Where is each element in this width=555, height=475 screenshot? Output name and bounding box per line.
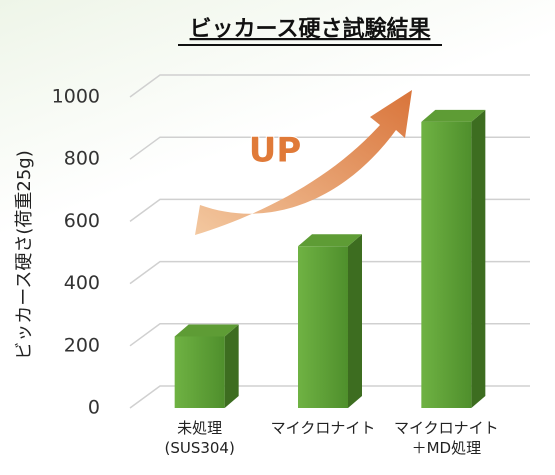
x-tick-label: マイクロナイト ＋MD処理 xyxy=(393,419,499,457)
y-tick-label: 400 xyxy=(64,272,100,294)
grid-line xyxy=(129,74,530,98)
bar xyxy=(298,246,348,408)
grid-line xyxy=(129,385,530,409)
y-tick-label: 800 xyxy=(64,148,100,170)
bar xyxy=(174,336,225,408)
annotation: UP xyxy=(249,131,302,171)
x-tick-label: マイクロナイト xyxy=(270,419,376,437)
up-arrow xyxy=(195,90,412,235)
bar-top xyxy=(174,324,239,337)
bar-side xyxy=(348,234,362,408)
bar-side xyxy=(471,109,486,408)
y-tick-label: 200 xyxy=(64,334,100,356)
bar-top xyxy=(298,234,362,247)
grid-line xyxy=(129,136,530,160)
y-tick-label: 600 xyxy=(64,210,100,232)
chart-title: ビッカース硬さ試験結果 xyxy=(190,16,431,42)
y-tick-label: 0 xyxy=(88,397,100,419)
grid-line xyxy=(129,198,530,223)
grid-line xyxy=(129,323,530,347)
bar-top xyxy=(421,109,486,122)
bar-side xyxy=(224,324,239,408)
grid-line xyxy=(129,260,530,285)
bar xyxy=(421,121,472,408)
y-tick-label: 1000 xyxy=(52,86,100,108)
y-axis-label: ビッカース硬さ(荷重25g) xyxy=(14,150,35,359)
x-tick-label: 未処理 (SUS304) xyxy=(164,419,235,457)
